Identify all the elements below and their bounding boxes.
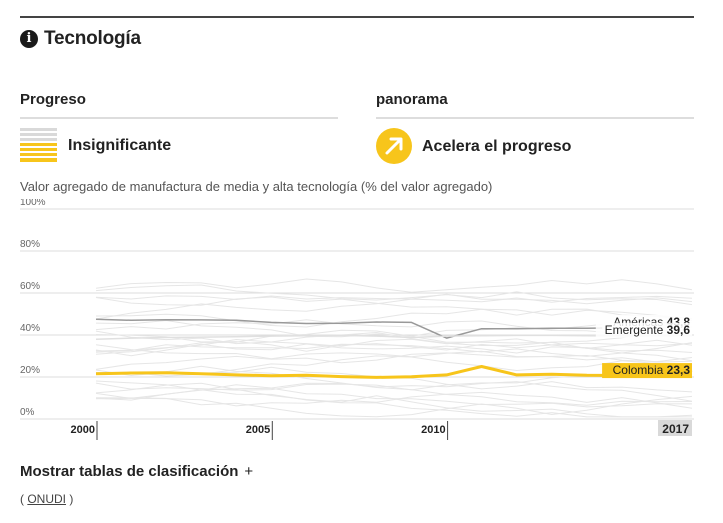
chart-subtitle: Valor agregado de manufactura de media y…	[20, 179, 493, 194]
title-row: i Tecnología	[20, 28, 141, 50]
source-close: )	[69, 492, 74, 506]
series-label-bg	[602, 363, 692, 379]
stacked-lines-icon	[20, 128, 57, 164]
background-series-line	[95, 382, 692, 418]
overview-heading: panorama	[376, 91, 448, 108]
y-tick-label: 60%	[20, 281, 40, 292]
source-link[interactable]: ONUDI	[27, 492, 67, 506]
x-tick-label: 2005	[246, 424, 270, 436]
background-series-line	[95, 365, 693, 406]
info-icon[interactable]: i	[20, 30, 38, 48]
show-rankings-toggle[interactable]: Mostrar tablas de clasificación +	[20, 463, 253, 480]
plus-icon[interactable]: +	[244, 463, 254, 480]
x-tick-label: 2000	[71, 424, 95, 436]
y-tick-label: 0%	[20, 407, 35, 418]
background-series-line	[95, 334, 693, 352]
arrow-up-right-icon	[376, 128, 412, 164]
series-line-emergente	[95, 334, 692, 340]
background-series-line	[95, 278, 693, 293]
chart-svg: 0%20%40%60%80%100%Américas 43,8Emergente…	[20, 197, 694, 440]
line-chart: 0% 20% 40% 60% 80% 100% Américas 43,8 Emergente…	[20, 197, 694, 445]
page-title: Tecnología	[44, 28, 141, 49]
series-line-colombia	[95, 365, 693, 379]
x-tick-label: 2010	[421, 424, 445, 436]
series-label-bg	[595, 322, 692, 338]
overview-status: Acelera el progreso	[422, 138, 572, 155]
y-tick-label: 80%	[20, 239, 40, 250]
show-rankings-label[interactable]: Mostrar tablas de clasificación	[20, 463, 239, 480]
background-series-line	[95, 387, 693, 408]
y-tick-label: 40%	[20, 323, 40, 334]
series-label: Colombia 23,3	[613, 363, 691, 377]
background-series-line	[95, 321, 693, 355]
series-line-américas	[95, 318, 693, 339]
background-series-line	[95, 380, 693, 402]
background-series-line	[95, 344, 693, 363]
source-line: ( ONUDI )	[20, 492, 73, 506]
progress-rule	[20, 117, 338, 119]
background-series-line	[95, 352, 693, 370]
background-series-line	[95, 308, 693, 328]
source-open: (	[20, 492, 24, 506]
background-series-line	[95, 391, 693, 409]
background-series-line	[95, 295, 693, 320]
progress-status: Insignificante	[68, 137, 172, 154]
y-tick-label: 100%	[20, 199, 46, 208]
overview-rule	[376, 117, 694, 119]
x-tick-label: 2017	[662, 422, 689, 436]
background-series-line	[95, 326, 693, 352]
top-rule	[20, 16, 694, 18]
background-series-line	[95, 293, 693, 305]
x-highlight-bg	[658, 420, 692, 436]
background-series-line	[95, 330, 693, 362]
y-tick-label: 20%	[20, 365, 40, 376]
series-label: Emergente 39,6	[605, 323, 691, 337]
progress-heading: Progreso	[20, 91, 86, 108]
background-series-line	[95, 395, 693, 418]
